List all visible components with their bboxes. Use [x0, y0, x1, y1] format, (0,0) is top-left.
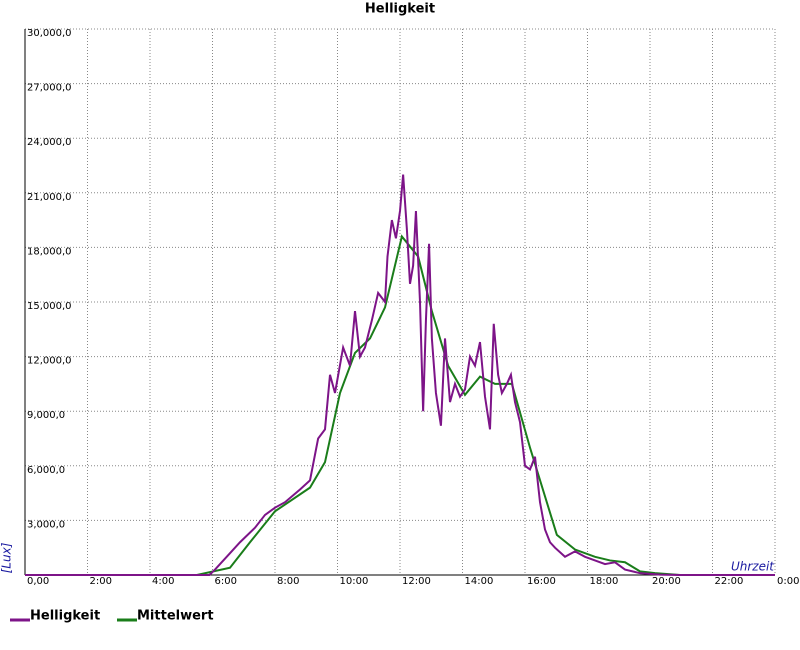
y-axis-label: [Lux]: [0, 542, 14, 573]
y-tick-label: 30,000,0: [27, 28, 72, 39]
x-tick-label: 12:00: [402, 576, 431, 587]
x-tick-label: 14:00: [465, 576, 494, 587]
y-tick-label: 18,000,0: [27, 246, 72, 257]
x-tick-label: 16:00: [527, 576, 556, 587]
y-tick-label: 3,000,0: [27, 519, 65, 530]
legend-label: Mittelwert: [137, 609, 214, 624]
x-tick-label: 22:00: [715, 576, 744, 587]
y-tick-label: 15,000,0: [27, 301, 72, 312]
y-tick-label: 12,000,0: [27, 356, 72, 367]
x-axis-label: Uhrzeit: [731, 560, 775, 574]
x-tick-label: 4:00: [152, 576, 174, 587]
y-tick-label: 9,000,0: [27, 410, 65, 421]
x-tick-label: 0,00: [27, 576, 49, 587]
y-tick-label: 27,000,0: [27, 83, 72, 94]
chart-title: Helligkeit: [365, 2, 435, 17]
x-tick-label: 0:00: [777, 576, 799, 587]
data-line: [25, 174, 775, 576]
legend-label: Helligkeit: [30, 609, 100, 624]
x-tick-label: 8:00: [277, 576, 299, 587]
y-tick-label: 6,000,0: [27, 465, 65, 476]
y-tick-label: 21,000,0: [27, 192, 72, 203]
y-tick-label: 24,000,0: [27, 137, 72, 148]
x-tick-label: 6:00: [215, 576, 237, 587]
x-tick-label: 18:00: [590, 576, 619, 587]
x-tick-label: 20:00: [652, 576, 681, 587]
x-tick-label: 10:00: [340, 576, 369, 587]
x-tick-label: 2:00: [90, 576, 112, 587]
